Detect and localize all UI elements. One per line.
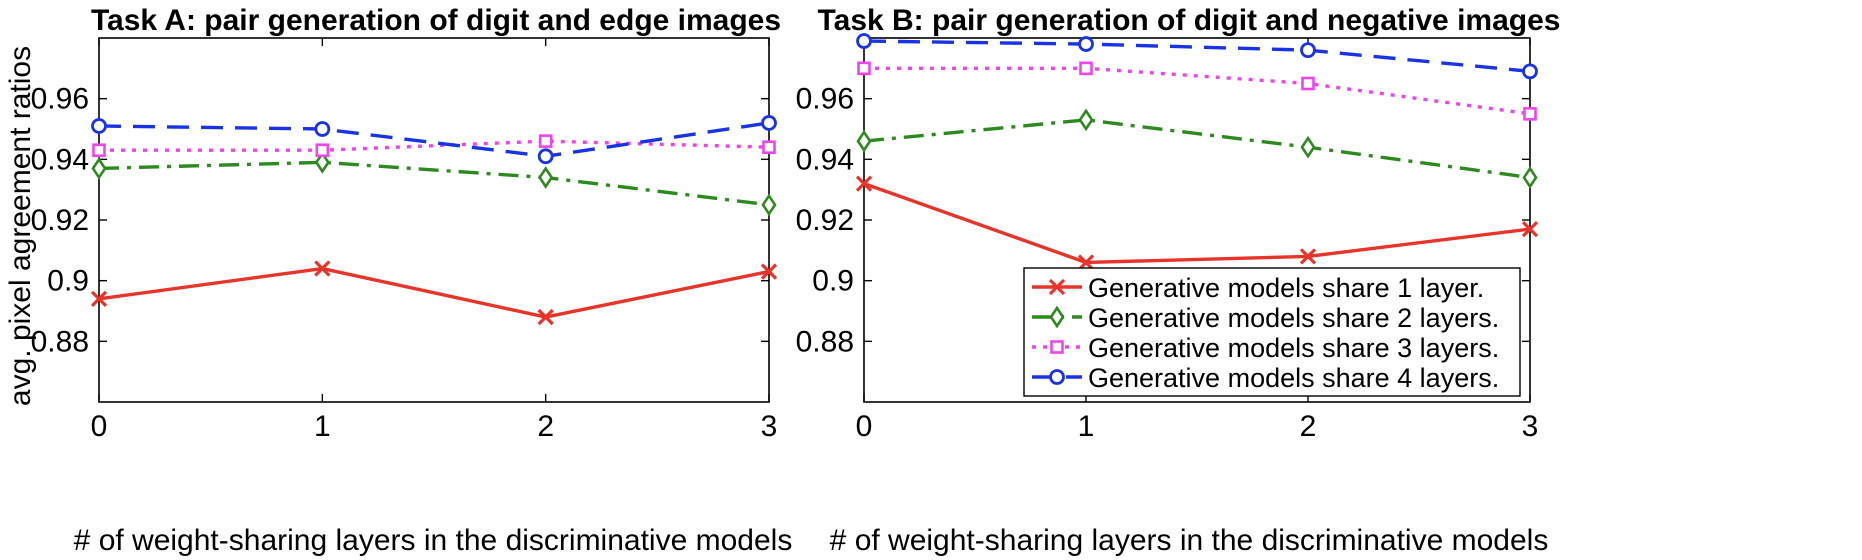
square-marker: [762, 140, 776, 154]
x-marker: [1048, 278, 1066, 296]
y-tick-label: 0.88: [31, 325, 89, 358]
x-tick-label: 2: [537, 410, 554, 443]
circle-marker: [1300, 42, 1316, 59]
x-marker: [314, 260, 331, 277]
x-marker: [1521, 220, 1539, 238]
x-tick-label: 1: [314, 410, 331, 443]
square-marker: [92, 143, 106, 158]
chart-task-b: Task B: pair generation of digit and neg…: [796, 4, 1561, 557]
y-tick-label: 0.96: [796, 83, 854, 116]
diamond-marker: [538, 166, 554, 189]
series-line: [864, 66, 1531, 116]
y-tick-label: 0.94: [796, 143, 854, 176]
diamond-marker: [1522, 166, 1538, 189]
chart-title: Task A: pair generation of digit and edg…: [91, 4, 781, 37]
legend: Generative models share 1 layer.Generati…: [1023, 267, 1521, 397]
square-marker: [315, 143, 330, 158]
legend-label: Generative models share 1 layer.: [1088, 273, 1484, 303]
circle-marker: [91, 118, 107, 134]
x-tick-label: 0: [91, 410, 108, 443]
diamond-marker: [314, 151, 330, 174]
square-marker: [1523, 107, 1537, 121]
series-line: [98, 121, 770, 159]
x-axis-label: # of weight-sharing layers in the discri…: [830, 524, 1549, 557]
diamond-marker: [1300, 135, 1316, 159]
diamond-marker: [1049, 305, 1065, 329]
series-line: [863, 181, 1531, 265]
x-marker: [90, 290, 108, 307]
circle-marker: [537, 148, 554, 165]
y-tick-label: 0.92: [31, 204, 89, 237]
circle-marker: [761, 115, 777, 131]
x-tick-label: 3: [1522, 410, 1539, 443]
x-tick-label: 1: [1078, 410, 1095, 443]
legend-label: Generative models share 3 layers.: [1088, 333, 1499, 363]
x-marker: [760, 263, 778, 280]
series-line: [863, 118, 1531, 180]
square-marker: [1079, 61, 1093, 76]
series-line: [98, 160, 770, 207]
diamond-marker: [761, 193, 777, 217]
y-tick-label: 0.88: [796, 325, 854, 358]
x-marker: [537, 308, 554, 326]
y-tick-label: 0.9: [812, 265, 854, 298]
diamond-marker: [856, 129, 872, 153]
x-marker: [1299, 248, 1317, 265]
y-tick-label: 0.9: [47, 265, 89, 298]
series-line: [99, 139, 770, 152]
square-marker: [1301, 76, 1315, 91]
square-marker: [857, 61, 871, 76]
y-axis-label: avg. pixel agreement ratios: [4, 46, 37, 406]
square-marker: [538, 134, 553, 148]
y-tick-label: 0.94: [31, 143, 89, 176]
x-tick-label: 3: [761, 410, 778, 443]
circle-marker: [314, 121, 331, 137]
series-line: [863, 39, 1531, 74]
x-axis-label: # of weight-sharing layers in the discri…: [74, 524, 793, 557]
legend-label: Generative models share 4 layers.: [1088, 363, 1499, 393]
x-tick-label: 0: [856, 410, 873, 443]
legend-label: Generative models share 2 layers.: [1088, 303, 1499, 333]
diamond-marker: [1078, 108, 1094, 132]
diamond-marker: [91, 157, 107, 180]
x-tick-label: 2: [1300, 410, 1317, 443]
chart-title: Task B: pair generation of digit and neg…: [818, 4, 1561, 37]
legend-box: [1023, 267, 1521, 397]
plot-area: 0.88 0.9 0.92 0.94 0.96 0 1 2 3: [31, 37, 778, 443]
square-marker: [1050, 340, 1064, 354]
circle-marker: [1522, 63, 1538, 80]
circle-marker: [856, 33, 872, 49]
y-tick-label: 0.92: [796, 204, 854, 237]
chart-task-a: Task A: pair generation of digit and edg…: [4, 4, 792, 557]
x-marker: [1077, 254, 1095, 271]
x-marker: [855, 175, 873, 192]
circle-marker: [1078, 36, 1094, 52]
circle-marker: [1049, 369, 1065, 385]
y-tick-label: 0.96: [31, 83, 89, 116]
axes-box: [98, 37, 770, 403]
series-line: [98, 266, 770, 319]
